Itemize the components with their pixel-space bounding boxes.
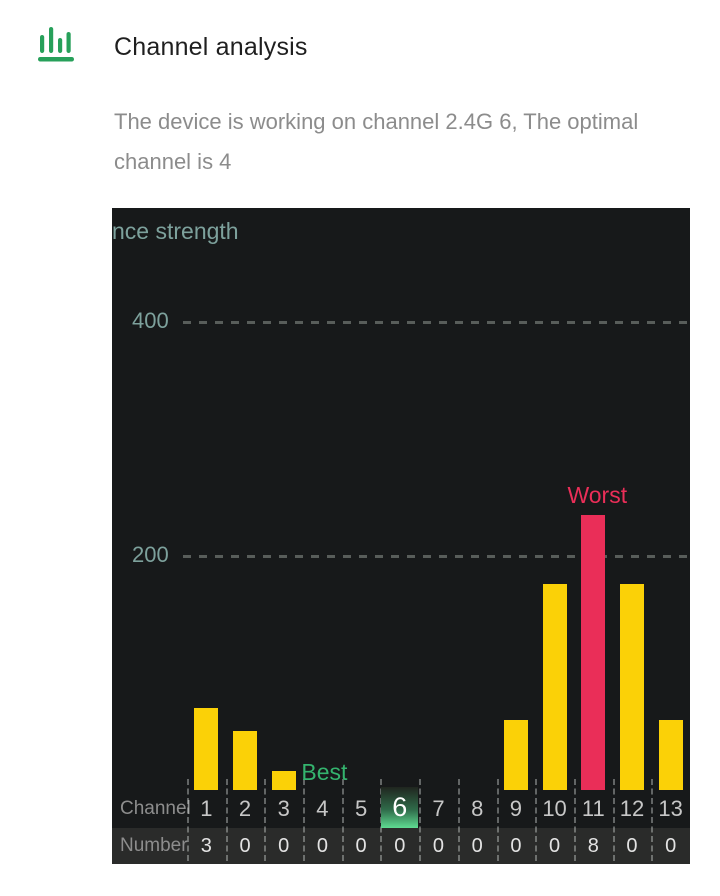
- column-separator: [457, 779, 460, 861]
- number-value-13: 0: [665, 835, 677, 857]
- column-separator: [535, 779, 538, 861]
- column-separator: [419, 779, 422, 861]
- column-separator: [496, 779, 499, 861]
- worst-annotation: Worst: [567, 482, 628, 508]
- number-value-9: 0: [510, 835, 522, 857]
- channel-label-12: 12: [619, 796, 645, 821]
- analysis-summary: The device is working on channel 2.4G 6,…: [114, 109, 639, 174]
- channel-row-label: Channel: [120, 798, 191, 819]
- column-separator: [187, 779, 189, 861]
- channel-label-4: 4: [316, 796, 329, 821]
- number-value-11: 8: [587, 835, 599, 857]
- y-tick-400: 400: [132, 308, 169, 333]
- channel-label-10: 10: [542, 796, 567, 821]
- column-separator: [264, 779, 267, 861]
- channel-label-1: 1: [200, 796, 213, 821]
- channel-label-7: 7: [432, 796, 445, 821]
- channel-chart[interactable]: nce strength Channel Number 200 400 1 3 2 0 3 0…: [112, 208, 690, 864]
- number-value-3: 0: [278, 835, 290, 857]
- number-value-2: 0: [239, 835, 251, 857]
- bar-channel-11: [581, 515, 606, 790]
- bar-chart-icon: [38, 27, 74, 62]
- column-separator: [612, 779, 615, 861]
- y-tick-200: 200: [132, 542, 169, 567]
- bar-channel-2: [233, 731, 258, 790]
- chart-title-clipped: nce strength: [112, 218, 239, 244]
- bar-channel-9: [503, 720, 528, 790]
- column-separator: [651, 779, 654, 861]
- channel-label-11: 11: [581, 796, 605, 821]
- number-value-1: 3: [200, 835, 212, 857]
- bar-channel-3: [271, 771, 296, 790]
- channel-label-3: 3: [277, 796, 290, 821]
- gridline-200: [183, 555, 688, 558]
- number-value-8: 0: [471, 835, 483, 857]
- number-value-5: 0: [355, 835, 367, 857]
- channel-label-5: 5: [354, 796, 368, 821]
- gridline-400: [183, 321, 688, 324]
- channel-label-9: 9: [509, 796, 522, 821]
- column-separator: [341, 779, 344, 861]
- bar-channel-1: [194, 708, 219, 790]
- channel-label-6: 6: [381, 787, 419, 828]
- number-row-label: Number: [120, 835, 188, 856]
- page-title: Channel analysis: [114, 33, 308, 61]
- bar-channel-12: [619, 584, 644, 790]
- number-value-7: 0: [432, 835, 445, 857]
- column-separator: [225, 779, 228, 861]
- column-separator: [303, 779, 306, 861]
- channel-label-8: 8: [471, 796, 484, 821]
- bar-channel-10: [542, 584, 567, 790]
- column-separator: [573, 779, 576, 861]
- bar-channel-13: [658, 720, 683, 790]
- number-value-10: 0: [549, 835, 561, 857]
- number-row-background: [112, 828, 690, 864]
- number-value-6: 0: [394, 835, 406, 857]
- channel-label-2: 2: [238, 796, 252, 821]
- number-value-4: 0: [316, 835, 328, 857]
- number-value-12: 0: [626, 835, 638, 857]
- best-annotation: Best: [301, 759, 348, 785]
- channel-label-13: 13: [658, 796, 683, 821]
